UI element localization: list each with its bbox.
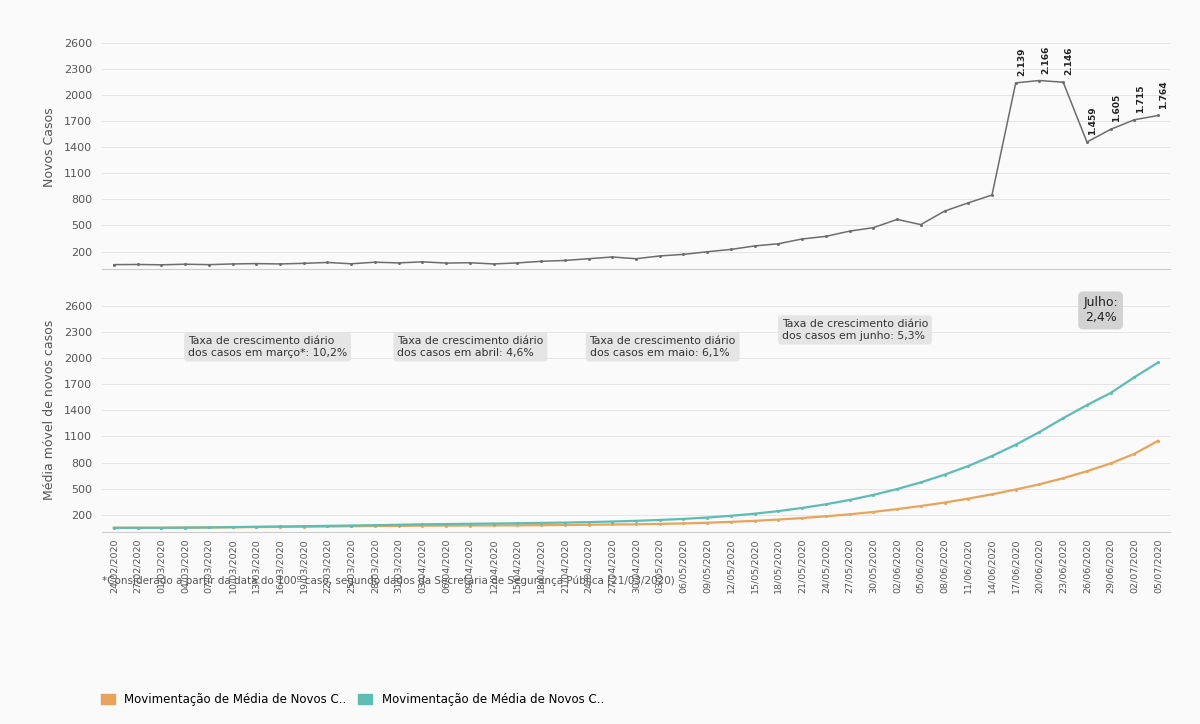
- Text: 1.764: 1.764: [1159, 80, 1169, 109]
- Text: Taxa de crescimento diário
dos casos em maio: 6,1%: Taxa de crescimento diário dos casos em …: [589, 336, 736, 358]
- Text: Taxa de crescimento diário
dos casos em março*: 10,2%: Taxa de crescimento diário dos casos em …: [188, 336, 347, 358]
- Text: 1.459: 1.459: [1088, 106, 1097, 135]
- Text: Taxa de crescimento diário
dos casos em abril: 4,6%: Taxa de crescimento diário dos casos em …: [397, 336, 544, 358]
- Text: *Considerado a partir da data do 100º caso, segundo dados da Secretaria de Segur: *Considerado a partir da data do 100º ca…: [102, 576, 674, 586]
- Text: 2.139: 2.139: [1018, 47, 1026, 76]
- Y-axis label: Média móvel de novos casos: Média móvel de novos casos: [43, 320, 56, 500]
- Text: Julho:
2,4%: Julho: 2,4%: [1084, 296, 1118, 324]
- Y-axis label: Novos Casos: Novos Casos: [43, 107, 56, 187]
- Text: 2.146: 2.146: [1064, 47, 1074, 75]
- Text: 1.605: 1.605: [1112, 94, 1121, 122]
- Text: Taxa de crescimento diário
dos casos em junho: 5,3%: Taxa de crescimento diário dos casos em …: [781, 319, 928, 341]
- Text: 2.166: 2.166: [1040, 45, 1050, 74]
- Legend: Movimentação de Média de Novos C.., Movimentação de Média de Novos C..: Movimentação de Média de Novos C.., Movi…: [96, 689, 608, 711]
- Text: 1.715: 1.715: [1135, 84, 1145, 113]
